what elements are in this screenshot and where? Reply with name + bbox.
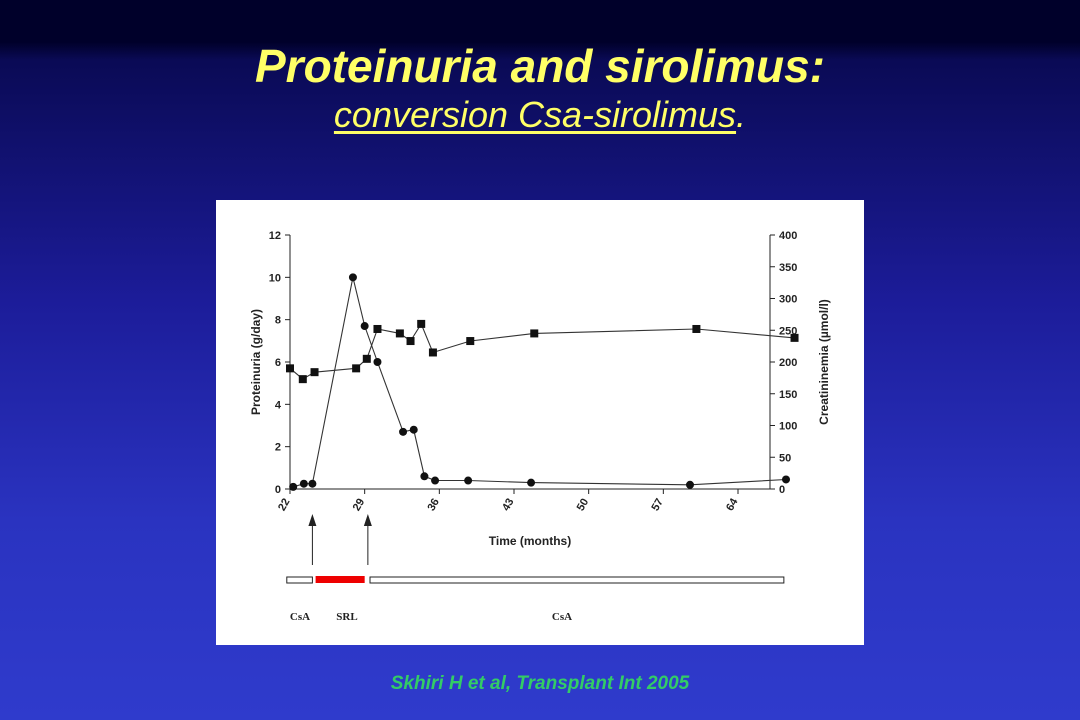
proteinuria-line <box>293 277 787 488</box>
proteinuria-point <box>782 475 790 484</box>
csa-treatment-bar <box>286 576 313 584</box>
y-left-tick-label: 2 <box>275 442 281 454</box>
proteinuria-point <box>348 273 357 282</box>
slide-subtitle-tail: . <box>736 94 747 135</box>
y-right-tick-label: 300 <box>779 294 797 306</box>
proteinuria-point <box>360 322 369 331</box>
y-left-tick-label: 6 <box>275 357 281 369</box>
creatininemia-point <box>362 354 371 363</box>
proteinuria-point <box>464 476 473 485</box>
creatininemia-point <box>530 329 539 338</box>
creatininemia-point <box>310 368 319 377</box>
creatininemia-point <box>428 348 437 357</box>
y-left-tick-label: 10 <box>269 272 281 284</box>
creatininemia-point <box>298 375 307 384</box>
y-right-tick-label: 150 <box>779 389 797 401</box>
conversion-arrow-head <box>308 514 317 526</box>
x-tick-label: 36 <box>425 497 442 514</box>
y-left-axis-label: Proteinuria (g/day) <box>249 309 263 415</box>
x-tick-label: 57 <box>649 497 666 514</box>
proteinuria-point <box>686 480 694 489</box>
creatininemia-point <box>790 333 799 342</box>
treatment-label: CsA <box>552 611 572 623</box>
y-left-tick-label: 8 <box>275 315 281 327</box>
creatininemia-point <box>466 337 475 346</box>
x-tick-label: 43 <box>500 497 517 514</box>
y-right-tick-label: 100 <box>779 421 797 433</box>
proteinuria-point <box>527 478 536 487</box>
x-tick-label: 29 <box>351 497 368 514</box>
slide-subtitle-main: conversion Csa-sirolimus <box>333 94 737 135</box>
y-right-tick-label: 200 <box>779 357 797 369</box>
srl-treatment-bar <box>315 576 365 583</box>
y-right-tick-label: 400 <box>779 230 797 242</box>
creatininemia-point <box>352 364 361 373</box>
x-axis-label: Time (months) <box>489 534 571 548</box>
creatininemia-point <box>417 319 426 328</box>
slide-subtitle: conversion Csa-sirolimus. <box>0 92 1080 138</box>
proteinuria-point <box>373 358 382 366</box>
proteinuria-point <box>299 479 308 488</box>
creatininemia-point <box>373 324 382 333</box>
y-left-tick-label: 4 <box>275 399 282 411</box>
proteinuria-point <box>308 479 317 488</box>
creatininemia-line <box>289 322 795 380</box>
proteinuria-point <box>289 482 298 491</box>
treatment-label: CsA <box>290 611 310 623</box>
proteinuria-point <box>399 427 408 436</box>
chart-figure: 0 2 4 6 8 10 12 0 50 100 150 200 250 300 350 400 22 29 36 4… <box>216 200 864 645</box>
treatment-label: SRL <box>336 611 357 623</box>
y-right-tick-label: 0 <box>779 484 785 496</box>
proteinuria-point <box>431 476 440 485</box>
proteinuria-point <box>420 472 429 481</box>
x-tick-label: 64 <box>724 496 741 513</box>
creatininemia-point <box>406 337 415 346</box>
slide-title: Proteinuria and sirolimus: <box>255 40 825 92</box>
slide-title-block: Proteinuria and sirolimus: conversion Cs… <box>0 40 1080 138</box>
y-right-tick-label: 350 <box>779 262 797 274</box>
x-tick-label: 50 <box>575 497 592 514</box>
y-right-axis-label: Creatininemia (µmol/l) <box>817 299 831 425</box>
conversion-arrow-head <box>363 514 372 526</box>
citation: Skhiri H et al, Transplant Int 2005 <box>390 673 690 694</box>
y-left-tick-label: 0 <box>275 484 281 496</box>
x-tick-label: 22 <box>276 497 293 514</box>
creatininemia-point <box>692 324 701 333</box>
creatininemia-point <box>395 329 404 338</box>
csa-treatment-bar <box>369 576 785 584</box>
proteinuria-point <box>409 425 418 434</box>
y-left-tick-label: 12 <box>269 230 281 242</box>
y-right-tick-label: 50 <box>779 452 791 464</box>
creatininemia-point <box>286 364 294 373</box>
